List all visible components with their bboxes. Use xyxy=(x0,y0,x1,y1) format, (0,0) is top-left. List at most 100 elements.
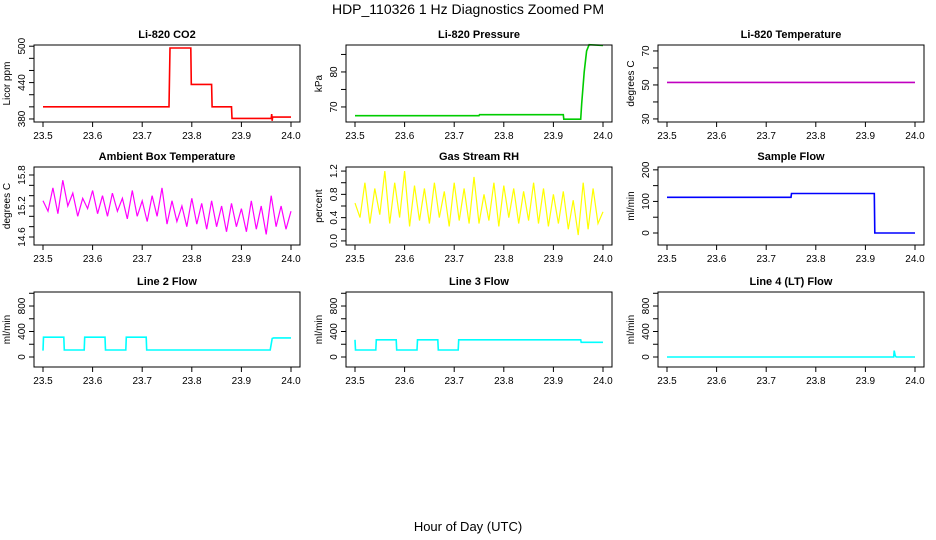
panel-2: Li-820 Pressure 23.5 23.6 23.7 23.8 23.9 24.0 7… xyxy=(314,29,613,142)
panel-8: Line 3 Flow 23.5 23.6 23.7 23.8 23.9 24.0 0 400 8… xyxy=(314,276,613,387)
x-tick-label: 23.9 xyxy=(856,254,876,265)
data-series xyxy=(667,350,915,358)
panel-title: Line 4 (LT) Flow xyxy=(750,276,833,288)
y-tick-label: 440 xyxy=(17,74,28,91)
panel-title: Line 3 Flow xyxy=(449,276,509,288)
x-tick-label: 23.8 xyxy=(494,131,514,142)
x-tick-label: 23.7 xyxy=(132,254,152,265)
y-tick-label: 800 xyxy=(17,297,28,314)
plot-frame xyxy=(657,44,925,123)
x-tick-label: 24.0 xyxy=(281,376,301,387)
x-tick-label: 23.6 xyxy=(395,254,415,265)
panel-title: Sample Flow xyxy=(757,151,825,163)
data-series xyxy=(354,338,603,351)
x-tick-label: 23.7 xyxy=(132,131,152,142)
x-tick-label: 23.9 xyxy=(544,254,564,265)
y-tick-label: 15.2 xyxy=(17,196,28,216)
data-series xyxy=(354,171,604,236)
x-tick-label: 23.6 xyxy=(83,254,103,265)
x-tick-label: 23.8 xyxy=(494,254,514,265)
x-tick-label: 24.0 xyxy=(593,254,613,265)
x-tick-label: 24.0 xyxy=(281,131,301,142)
x-tick-label: 23.8 xyxy=(806,254,826,265)
y-tick-label: 70 xyxy=(641,45,652,57)
x-tick-label: 23.5 xyxy=(345,376,365,387)
y-tick-label: 200 xyxy=(641,161,652,178)
y-tick-label: 800 xyxy=(329,297,340,314)
x-tick-label: 23.5 xyxy=(33,376,53,387)
plot-frame xyxy=(345,291,613,368)
main-title: HDP_110326 1 Hz Diagnostics Zoomed PM xyxy=(332,1,604,17)
panel-5: Gas Stream RH 23.5 23.6 23.7 23.8 23.9 24.0 0.0… xyxy=(314,151,613,265)
panel-3: Li-820 Temperature 23.5 23.6 23.7 23.8 23.9 24… xyxy=(626,29,925,142)
x-tick-label: 23.7 xyxy=(756,254,776,265)
x-tick-label: 23.8 xyxy=(182,254,202,265)
y-axis-label: ml/min xyxy=(314,315,325,344)
panel-title: Gas Stream RH xyxy=(439,151,519,163)
x-tick-label: 23.9 xyxy=(856,376,876,387)
x-tick-label: 23.9 xyxy=(232,131,252,142)
y-tick-label: 100 xyxy=(641,193,652,210)
panel-title: Li-820 Temperature xyxy=(741,29,842,41)
panel-title: Ambient Box Temperature xyxy=(99,151,236,163)
plot-frame xyxy=(33,44,301,123)
x-axis-label: Hour of Day (UTC) xyxy=(414,519,522,534)
x-tick-label: 23.7 xyxy=(756,376,776,387)
data-series xyxy=(43,47,291,121)
x-tick-label: 23.6 xyxy=(395,376,415,387)
y-tick-label: 30 xyxy=(641,113,652,125)
y-tick-label: 400 xyxy=(17,323,28,340)
data-series xyxy=(42,180,292,235)
x-tick-label: 23.7 xyxy=(444,254,464,265)
y-axis-label: ml/min xyxy=(626,315,637,344)
x-tick-label: 23.7 xyxy=(132,376,152,387)
data-series xyxy=(667,192,915,234)
x-tick-label: 23.6 xyxy=(83,131,103,142)
y-tick-label: 0 xyxy=(329,354,340,360)
plot-frame xyxy=(345,44,613,123)
y-tick-label: 15.8 xyxy=(17,165,28,185)
plot-frame xyxy=(657,291,925,368)
y-axis-label: ml/min xyxy=(2,315,13,344)
panel-title: Li-820 CO2 xyxy=(138,29,195,41)
x-tick-label: 23.5 xyxy=(657,131,677,142)
y-tick-label: 0 xyxy=(641,230,652,236)
x-tick-label: 23.8 xyxy=(182,131,202,142)
y-axis-label: Licor ppm xyxy=(2,62,13,106)
y-tick-label: 0.0 xyxy=(329,234,340,248)
y-tick-label: 400 xyxy=(329,323,340,340)
x-tick-label: 23.5 xyxy=(657,376,677,387)
x-tick-label: 23.5 xyxy=(657,254,677,265)
x-tick-label: 23.7 xyxy=(444,376,464,387)
x-tick-label: 23.9 xyxy=(856,131,876,142)
y-axis-label: ml/min xyxy=(626,191,637,220)
x-tick-label: 24.0 xyxy=(281,254,301,265)
x-tick-label: 23.8 xyxy=(806,131,826,142)
x-tick-label: 24.0 xyxy=(593,131,613,142)
y-tick-label: 0.8 xyxy=(329,187,340,201)
y-tick-label: 500 xyxy=(17,37,28,54)
x-tick-label: 23.6 xyxy=(707,376,727,387)
y-tick-label: 380 xyxy=(17,110,28,127)
panel-title: Li-820 Pressure xyxy=(438,29,520,41)
y-tick-label: 80 xyxy=(329,66,340,78)
x-tick-label: 24.0 xyxy=(905,131,925,142)
panel-6: Sample Flow 23.5 23.6 23.7 23.8 23.9 24.0 0 100 2… xyxy=(626,151,925,265)
y-tick-label: 0.4 xyxy=(329,210,340,224)
y-tick-label: 0 xyxy=(17,354,28,360)
plot-frame xyxy=(657,166,925,246)
x-tick-label: 23.9 xyxy=(232,254,252,265)
x-tick-label: 23.9 xyxy=(232,376,252,387)
data-series xyxy=(355,43,604,120)
x-tick-label: 23.6 xyxy=(707,131,727,142)
x-tick-label: 23.7 xyxy=(444,131,464,142)
panel-1: Li-820 CO2 23.5 23.6 23.7 23.8 23.9 24.0 380 440… xyxy=(2,29,301,142)
x-tick-label: 23.9 xyxy=(544,131,564,142)
x-tick-label: 23.6 xyxy=(83,376,103,387)
panel-4: Ambient Box Temperature 23.5 23.6 23.7 23.8 2… xyxy=(2,151,301,265)
x-tick-label: 24.0 xyxy=(593,376,613,387)
y-axis-label: kPa xyxy=(314,74,325,92)
x-tick-label: 23.5 xyxy=(345,254,365,265)
plot-frame xyxy=(33,166,301,246)
